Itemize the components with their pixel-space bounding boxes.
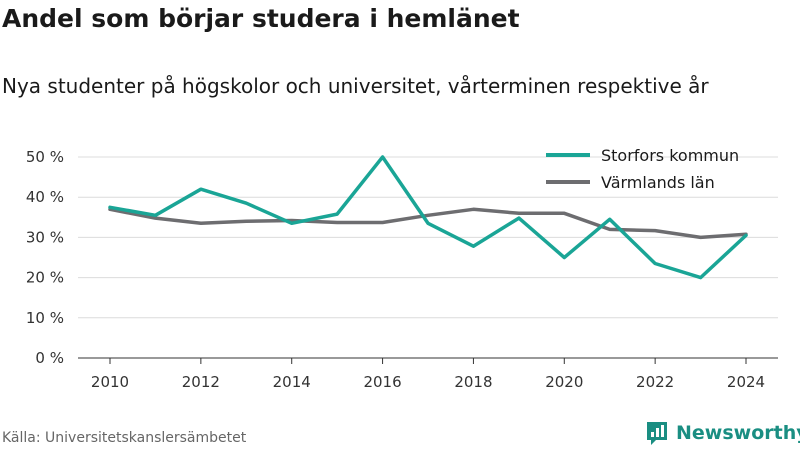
x-tick-label: 2010 [91, 373, 129, 391]
x-tick-label: 2022 [636, 373, 674, 391]
series-line-storfors [108, 155, 748, 280]
legend-label: Värmlands län [601, 173, 715, 192]
chart-title: Andel som börjar studera i hemlänet [2, 4, 520, 33]
legend-label: Storfors kommun [601, 146, 739, 165]
y-tick-label: 50 % [26, 148, 64, 166]
x-tick-label: 2016 [363, 373, 401, 391]
x-tick-label: 2020 [545, 373, 583, 391]
newsworthy-logo-icon [647, 422, 667, 445]
y-tick-label: 20 % [26, 269, 64, 287]
y-tick-label: 10 % [26, 309, 64, 327]
x-tick-label: 2018 [454, 373, 492, 391]
x-tick-label: 2014 [273, 373, 311, 391]
series-line-varmland [108, 207, 748, 240]
brand-logo: Newsworthy [644, 420, 800, 446]
brand-name: Newsworthy [676, 422, 800, 444]
y-tick-label: 30 % [26, 228, 64, 246]
source-note: Källa: Universitetskanslersämbetet [2, 430, 247, 446]
chart-subtitle: Nya studenter på högskolor och universit… [2, 74, 709, 98]
x-tick-label: 2024 [727, 373, 765, 391]
y-tick-label: 0 % [35, 349, 64, 367]
y-tick-label: 40 % [26, 188, 64, 206]
x-tick-label: 2012 [182, 373, 220, 391]
